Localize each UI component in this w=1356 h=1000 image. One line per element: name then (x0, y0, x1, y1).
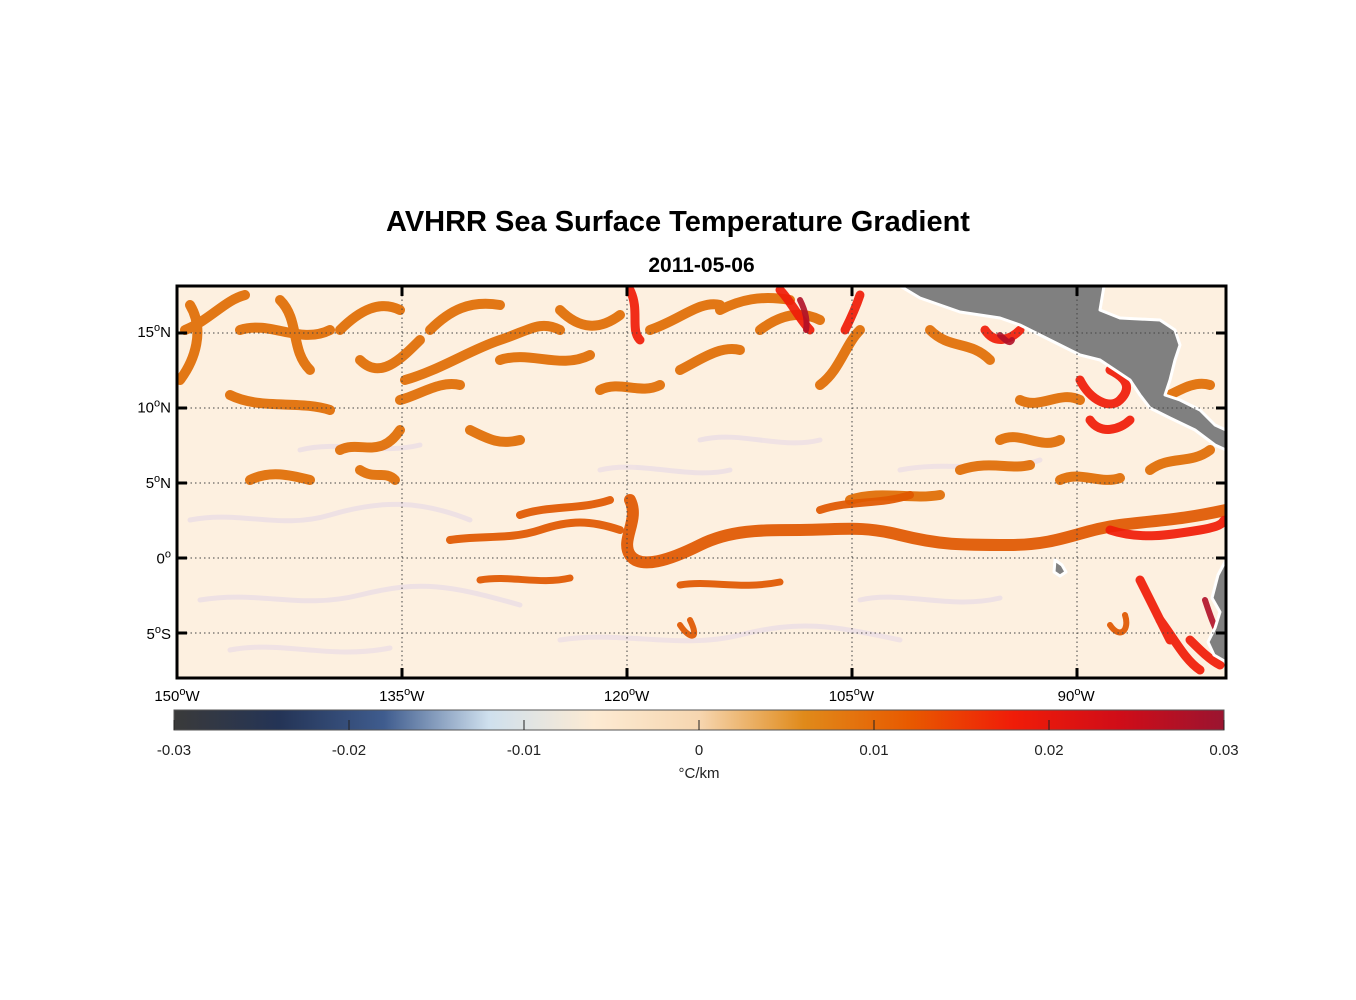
lon-label-105W: 105oW (829, 686, 875, 705)
lon-label-135W: 135oW (379, 686, 425, 705)
colorbar-ticks: -0.03 -0.02 -0.01 0 0.01 0.02 0.03 (157, 720, 1239, 759)
land-central-america (898, 286, 1226, 452)
frame-ticks (177, 286, 1226, 678)
land (898, 286, 1226, 664)
lon-label-90W: 90oW (1058, 686, 1096, 705)
lon-label-120W: 120oW (604, 686, 650, 705)
colorbar: -0.03 -0.02 -0.01 0 0.01 0.02 0.03 °C/km (157, 709, 1239, 782)
lat-label-15N: 15oN (137, 322, 171, 341)
sst-gradient-field (177, 286, 1226, 675)
lon-label-150W: 150oW (154, 686, 200, 705)
lat-label-10N: 10oN (137, 398, 171, 417)
land-south-america (1206, 558, 1226, 664)
colorbar-unit-label: °C/km (679, 765, 720, 782)
colorbar-tick-label: 0.02 (1034, 742, 1063, 759)
lat-label-0: 0o (157, 548, 171, 567)
equatorial-front (446, 491, 1226, 639)
chart-title: AVHRR Sea Surface Temperature Gradient (386, 206, 970, 238)
colorbar-tick-label: -0.03 (157, 742, 191, 759)
colorbar-tick-label: 0.01 (859, 742, 888, 759)
lat-label-5N: 5oN (146, 473, 171, 492)
lat-label-5S: 5oS (147, 624, 171, 643)
land-galapagos (1052, 558, 1068, 578)
chart-subtitle: 2011-05-06 (648, 254, 755, 277)
front-red (625, 286, 1226, 675)
map-panel: 15oN 10oN 5oN 0o 5oS 150oW 135oW 120oW 105oW 90o… (137, 284, 1228, 705)
graticule (177, 286, 1226, 678)
longitude-labels: 150oW 135oW 120oW 105oW 90oW (154, 686, 1095, 705)
colorbar-tick-label: -0.01 (507, 742, 541, 759)
latitude-labels: 15oN 10oN 5oN 0o 5oS (137, 322, 171, 643)
colorbar-tick-label: -0.02 (332, 742, 366, 759)
front-orange (177, 290, 1215, 505)
map-ocean-background (177, 286, 1226, 678)
colorbar-tick-label: 0.03 (1209, 742, 1238, 759)
colorbar-tick-label: 0 (695, 742, 703, 759)
